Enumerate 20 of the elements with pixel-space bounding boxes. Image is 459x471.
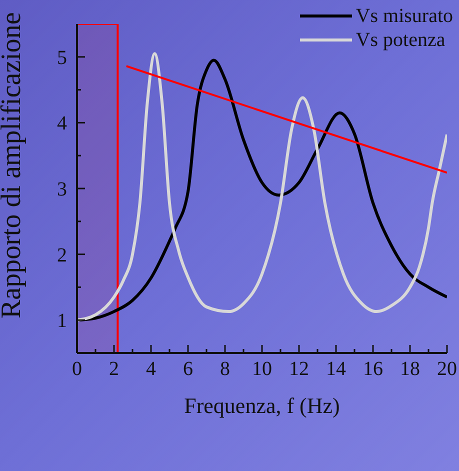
y-tick-label: 1 xyxy=(57,310,67,332)
y-tick-label: 5 xyxy=(57,46,67,69)
x-tick-label: 14 xyxy=(326,358,346,380)
x-tick-label: 0 xyxy=(72,358,82,380)
x-tick-label: 20 xyxy=(437,358,457,380)
legend-label: Vs potenza xyxy=(356,28,446,52)
x-tick-label: 12 xyxy=(289,358,309,380)
y-tick-label: 3 xyxy=(57,178,67,200)
x-tick-label: 6 xyxy=(183,358,193,380)
y-tick-label: 2 xyxy=(57,244,67,266)
y-tick-label: 4 xyxy=(57,112,67,135)
x-axis-title: Frequenza, f (Hz) xyxy=(184,393,340,418)
x-tick-label: 18 xyxy=(400,358,420,380)
x-tick-label: 2 xyxy=(109,358,119,380)
x-tick-label: 8 xyxy=(220,358,230,380)
x-tick-label: 4 xyxy=(146,358,156,380)
x-tick-label: 10 xyxy=(252,358,272,380)
legend-label: Vs misurato xyxy=(356,4,453,28)
x-tick-label: 16 xyxy=(363,358,383,380)
y-axis-title: Rapporto di amplificazione xyxy=(0,12,27,318)
